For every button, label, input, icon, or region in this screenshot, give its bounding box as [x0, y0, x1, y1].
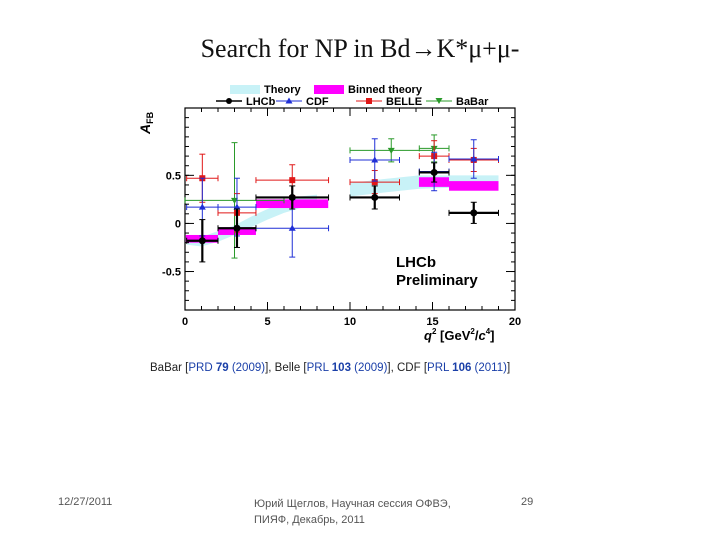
y-tick-label-1: 0 — [175, 218, 181, 230]
y-axis-label-sub: FB — [145, 111, 155, 123]
slide-title: Search for NP in Bd→K*μ+μ- — [200, 34, 520, 63]
lhcb-point-2 — [288, 193, 296, 201]
x-tick-label-1: 5 — [264, 316, 270, 328]
legend-babar-marker — [435, 98, 443, 104]
x-axis-label-qsup: 2 — [432, 327, 437, 336]
babar-point-0 — [231, 197, 238, 204]
ref-belle-volume: 103 — [331, 362, 351, 374]
legend-theory-label: Theory — [264, 84, 302, 96]
ref-babar-journal: PRD — [188, 362, 216, 374]
x-tick-label-0: 0 — [182, 316, 188, 328]
ref-babar-volume: 79 — [215, 362, 229, 374]
x-axis-label-q: q — [424, 328, 432, 343]
ref-cdf-volume: 106 — [452, 362, 472, 374]
lhcb-point-3 — [371, 193, 379, 201]
references-line: BaBar [PRD 79 (2009)], Belle [PRL 103 (2… — [150, 362, 510, 374]
cdf-point-5 — [470, 155, 478, 162]
lhcb-point-4 — [430, 168, 438, 176]
cdf-point-1 — [233, 203, 241, 210]
x-axis-label-c: c — [478, 328, 486, 343]
binned-theory-bin-4 — [449, 181, 499, 191]
ref-babar-link[interactable]: PRD 79 (2009) — [188, 362, 265, 374]
belle-point-3 — [371, 179, 378, 186]
x-tick-label-3: 15 — [426, 316, 438, 328]
ref-belle-link[interactable]: PRL 103 (2009) — [307, 362, 388, 374]
belle-point-2 — [289, 177, 296, 184]
legend-binned-swatch — [314, 85, 344, 94]
x-tick-label-4: 20 — [509, 316, 521, 328]
ref-belle-prefix: ], Belle [ — [265, 362, 307, 374]
x-axis-label-slash: / — [475, 328, 479, 343]
ref-babar-prefix: BaBar [ — [150, 362, 189, 374]
legend-theory-swatch — [230, 85, 260, 94]
afb-chart: 0 5 10 15 20 -0.5 0 0.5 Theory Binned theory LH… — [137, 84, 521, 343]
legend-babar-label: BaBar — [456, 96, 489, 108]
cdf-point-2 — [288, 224, 296, 231]
ref-cdf-year: (2011) — [471, 362, 507, 374]
ref-cdf-journal: PRL — [427, 362, 453, 374]
ref-belle-journal: PRL — [306, 362, 332, 374]
cdf-point-0 — [198, 203, 206, 210]
lhcb-point-1 — [233, 224, 241, 232]
ref-cdf-prefix: ], CDF [ — [387, 362, 428, 374]
footer-date: 12/27/2011 — [58, 496, 113, 508]
legend-binned-label: Binned theory — [348, 84, 423, 96]
y-axis-label-a: A — [137, 124, 153, 135]
x-axis-label-csup: 4 — [486, 327, 491, 336]
x-axis-label-gevsup: 2 — [470, 327, 475, 336]
x-axis-label-close: ] — [490, 328, 494, 343]
y-axis-label: AFB — [137, 111, 155, 135]
lhcb-point-0 — [198, 237, 206, 245]
babar-point-1 — [387, 147, 395, 154]
legend-belle-label: BELLE — [386, 96, 422, 108]
annotation-lhcb: LHCb — [396, 254, 436, 271]
footer-page-number: 29 — [521, 496, 534, 508]
x-axis-label: q2 [GeV2/c4] — [424, 327, 494, 343]
legend-cdf-marker — [285, 97, 293, 104]
ref-belle-year: (2009) — [350, 362, 388, 374]
y-tick-label-2: 0.5 — [166, 170, 181, 182]
legend-lhcb-label: LHCb — [246, 96, 276, 108]
footer-text: Юрий Щеглов, Научная сессия ОФВЭ, ПИЯФ, … — [254, 498, 451, 526]
legend-cdf-label: CDF — [306, 96, 329, 108]
legend-belle-marker — [366, 98, 372, 104]
cdf-point-3 — [371, 156, 379, 163]
ref-suffix: ] — [506, 362, 511, 374]
ref-babar-year: (2009) — [228, 362, 266, 374]
legend-lhcb-marker — [226, 98, 232, 104]
annotation-preliminary: Preliminary — [396, 272, 478, 289]
x-axis-label-unit: [GeV — [436, 328, 470, 343]
lhcb-point-5 — [470, 209, 478, 217]
x-tick-label-2: 10 — [344, 316, 356, 328]
ref-cdf-link[interactable]: PRL 106 (2011) — [427, 362, 507, 374]
y-tick-label-0: -0.5 — [162, 267, 181, 279]
